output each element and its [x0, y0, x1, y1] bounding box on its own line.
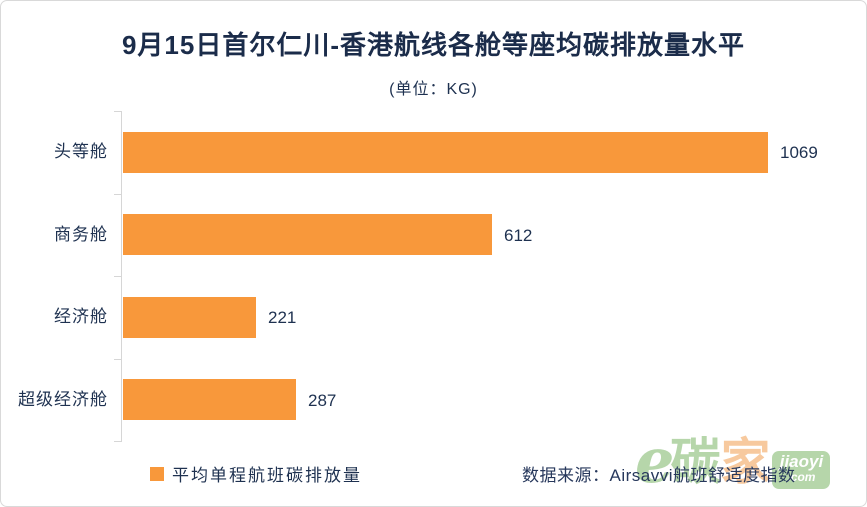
legend: 平均单程航班碳排放量 — [150, 461, 362, 486]
y-axis-tick — [114, 276, 122, 277]
bar — [123, 132, 768, 173]
value-label: 221 — [268, 308, 297, 327]
y-axis-tick — [114, 359, 122, 360]
y-axis-tick — [114, 441, 122, 442]
value-label: 612 — [504, 226, 533, 245]
legend-label: 平均单程航班碳排放量 — [172, 466, 362, 485]
value-label: 1069 — [780, 143, 818, 162]
value-label: 287 — [308, 391, 337, 410]
bar — [123, 214, 492, 255]
category-label: 超级经济舱 — [18, 390, 108, 409]
chart-title: 9月15日首尔仁川-香港航线各舱等座均碳排放量水平 — [121, 30, 746, 60]
y-axis-tick — [114, 111, 122, 112]
bar — [123, 379, 296, 420]
legend-swatch-icon — [150, 466, 164, 481]
y-axis-tick — [114, 194, 122, 195]
data-source-label: 数据来源：Airsavvi航班舒适度指数 — [522, 466, 796, 485]
category-label: 头等舱 — [54, 142, 108, 161]
category-label: 商务舱 — [54, 225, 108, 244]
chart-unit-subtitle: (单位：KG) — [389, 81, 478, 98]
plot-area: 头等舱 1069 商务舱 612 经济舱 221 超级经济舱 287 — [18, 111, 834, 442]
category-label: 经济舱 — [54, 307, 108, 326]
bar — [123, 297, 256, 338]
